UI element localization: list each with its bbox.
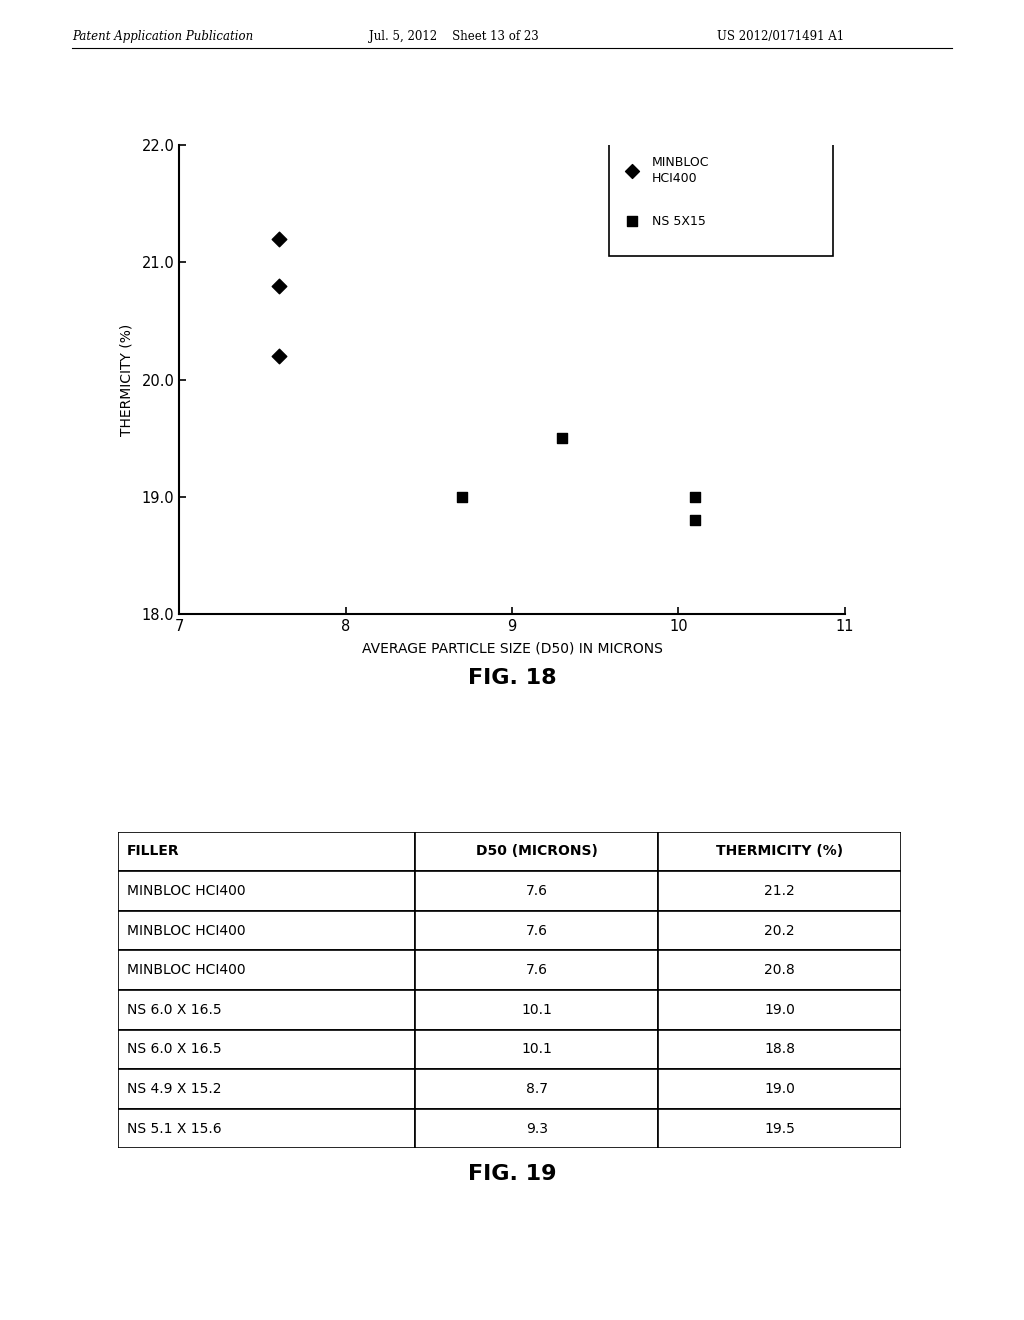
Text: NS 5X15: NS 5X15 (652, 215, 706, 228)
Text: 8.7: 8.7 (526, 1082, 548, 1096)
Point (271, 346, 288, 367)
Text: FILLER: FILLER (127, 845, 180, 858)
X-axis label: AVERAGE PARTICLE SIZE (D50) IN MICRONS: AVERAGE PARTICLE SIZE (D50) IN MICRONS (361, 642, 663, 656)
Text: THERMICITY (%): THERMICITY (%) (716, 845, 843, 858)
Text: FIG. 19: FIG. 19 (468, 1164, 556, 1184)
Bar (118, 911, 416, 950)
Bar (416, 1109, 658, 1148)
Bar (658, 871, 901, 911)
Point (687, 486, 703, 507)
Bar (118, 990, 416, 1030)
Point (624, 161, 640, 182)
Text: 10.1: 10.1 (521, 1003, 552, 1016)
Bar (118, 1109, 416, 1148)
Bar (608, 133, 834, 256)
Text: MINBLOC HCI400: MINBLOC HCI400 (127, 964, 246, 977)
Text: 20.8: 20.8 (764, 964, 795, 977)
Text: D50 (MICRONS): D50 (MICRONS) (476, 845, 598, 858)
Bar (658, 1069, 901, 1109)
Bar (658, 832, 901, 871)
Bar (416, 990, 658, 1030)
Text: 19.0: 19.0 (764, 1082, 796, 1096)
Text: 9.3: 9.3 (526, 1122, 548, 1135)
Text: 20.2: 20.2 (764, 924, 795, 937)
Point (624, 211, 640, 232)
Point (687, 510, 703, 531)
Text: Jul. 5, 2012    Sheet 13 of 23: Jul. 5, 2012 Sheet 13 of 23 (369, 30, 539, 44)
Text: 10.1: 10.1 (521, 1043, 552, 1056)
Y-axis label: THERMICITY (%): THERMICITY (%) (119, 323, 133, 436)
Bar (416, 950, 658, 990)
Bar (416, 1069, 658, 1109)
Text: MINBLOC
HCI400: MINBLOC HCI400 (652, 157, 710, 186)
Text: 7.6: 7.6 (526, 884, 548, 898)
Text: NS 4.9 X 15.2: NS 4.9 X 15.2 (127, 1082, 221, 1096)
Bar (118, 832, 416, 871)
Text: NS 5.1 X 15.6: NS 5.1 X 15.6 (127, 1122, 222, 1135)
Bar (658, 950, 901, 990)
Bar (658, 990, 901, 1030)
Point (271, 276, 288, 297)
Bar (416, 871, 658, 911)
Bar (416, 1030, 658, 1069)
Bar (118, 1069, 416, 1109)
Bar (416, 911, 658, 950)
Text: MINBLOC HCI400: MINBLOC HCI400 (127, 884, 246, 898)
Bar (118, 950, 416, 990)
Text: NS 6.0 X 16.5: NS 6.0 X 16.5 (127, 1003, 222, 1016)
Text: Patent Application Publication: Patent Application Publication (72, 30, 253, 44)
Text: 19.5: 19.5 (764, 1122, 796, 1135)
Text: FIG. 18: FIG. 18 (468, 668, 556, 688)
Text: 19.0: 19.0 (764, 1003, 796, 1016)
Text: 7.6: 7.6 (526, 964, 548, 977)
Point (271, 228, 288, 249)
Bar (118, 1030, 416, 1069)
Text: US 2012/0171491 A1: US 2012/0171491 A1 (717, 30, 844, 44)
Text: 21.2: 21.2 (764, 884, 795, 898)
Point (454, 486, 470, 507)
Bar (658, 1030, 901, 1069)
Text: MINBLOC HCI400: MINBLOC HCI400 (127, 924, 246, 937)
Text: 18.8: 18.8 (764, 1043, 796, 1056)
Bar (658, 911, 901, 950)
Point (554, 428, 570, 449)
Bar (118, 871, 416, 911)
Text: 7.6: 7.6 (526, 924, 548, 937)
Bar (416, 832, 658, 871)
Bar (658, 1109, 901, 1148)
Text: NS 6.0 X 16.5: NS 6.0 X 16.5 (127, 1043, 222, 1056)
